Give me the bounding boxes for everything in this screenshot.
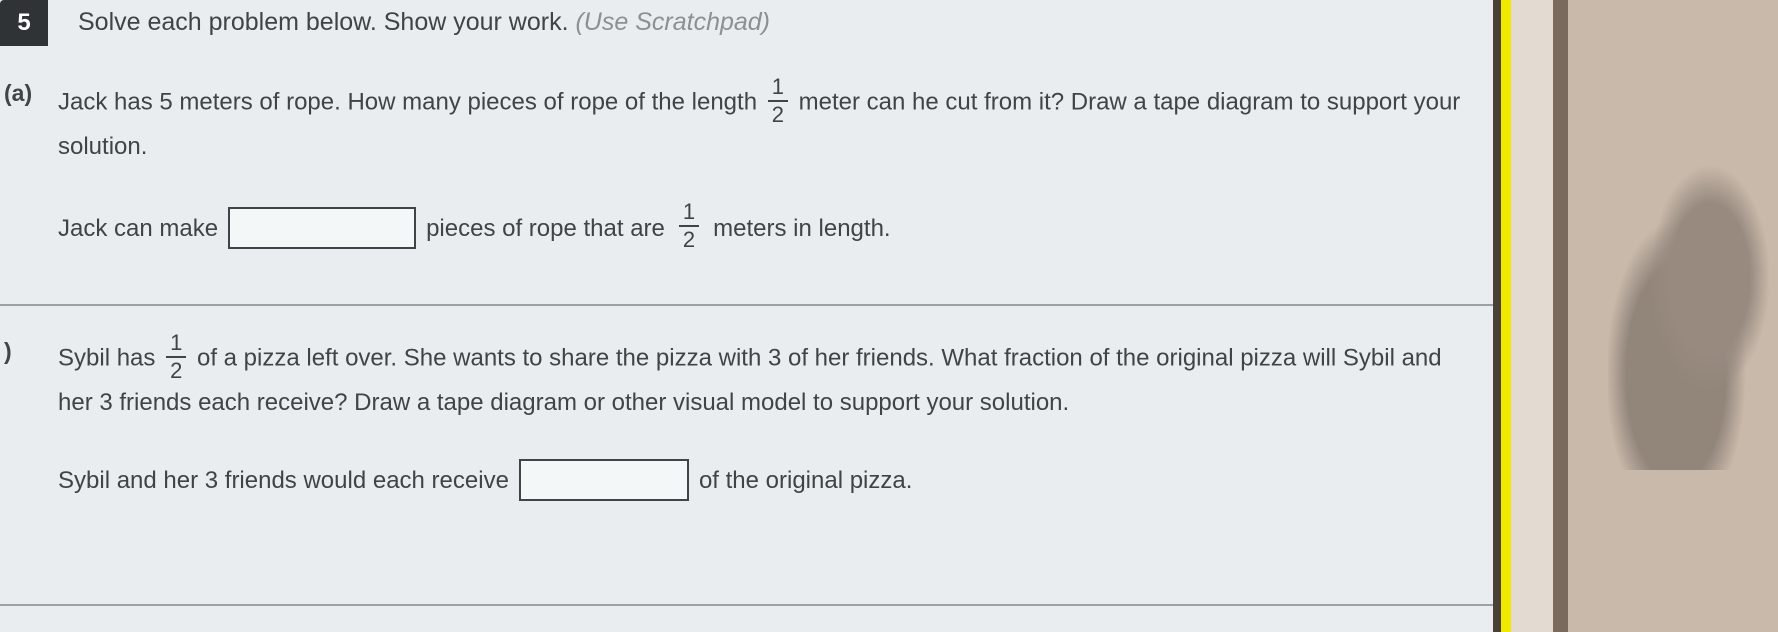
part-b-answer-box[interactable] bbox=[519, 459, 689, 501]
part-b-text-1: Sybil has bbox=[58, 344, 155, 371]
fraction-numerator: 1 bbox=[768, 76, 788, 102]
fraction-denominator: 2 bbox=[166, 358, 186, 382]
part-a-block: Jack has 5 meters of rope. How many piec… bbox=[58, 78, 1463, 253]
part-b-text-2: of a pizza left over. She wants to share… bbox=[58, 344, 1442, 416]
fraction-one-half: 1 2 bbox=[768, 76, 788, 126]
part-b-answer-row: Sybil and her 3 friends would each recei… bbox=[58, 459, 1463, 501]
part-a-text-1: Jack has 5 meters of rope. How many piec… bbox=[58, 88, 757, 115]
instruction: Solve each problem below. Show your work… bbox=[78, 8, 770, 37]
part-b-answer-pre: Sybil and her 3 friends would each recei… bbox=[58, 462, 509, 499]
part-a-question: Jack has 5 meters of rope. How many piec… bbox=[58, 78, 1463, 165]
fraction-numerator: 1 bbox=[166, 332, 186, 358]
part-a-label: (a) bbox=[4, 80, 32, 107]
part-b-question: Sybil has 1 2 of a pizza left over. She … bbox=[58, 334, 1463, 421]
part-a-answer-post: meters in length. bbox=[713, 210, 890, 247]
worksheet-page: 5 Solve each problem below. Show your wo… bbox=[0, 0, 1493, 632]
fraction-denominator: 2 bbox=[768, 102, 788, 126]
fraction-denominator: 2 bbox=[679, 227, 699, 251]
part-b-block: Sybil has 1 2 of a pizza left over. She … bbox=[58, 334, 1463, 501]
part-a-answer-mid: pieces of rope that are bbox=[426, 210, 665, 247]
question-number: 5 bbox=[17, 9, 30, 37]
divider-1 bbox=[0, 304, 1493, 306]
photo-edge-region bbox=[1493, 0, 1778, 632]
fraction-one-half: 1 2 bbox=[166, 332, 186, 382]
divider-2 bbox=[0, 604, 1493, 606]
part-a-answer-row: Jack can make pieces of rope that are 1 … bbox=[58, 203, 1463, 253]
part-a-answer-box[interactable] bbox=[228, 207, 416, 249]
instruction-main: Solve each problem below. Show your work… bbox=[78, 8, 569, 36]
part-b-label: ) bbox=[4, 338, 12, 365]
part-b-answer-post: of the original pizza. bbox=[699, 462, 912, 499]
question-number-badge: 5 bbox=[0, 0, 48, 46]
fraction-one-half: 1 2 bbox=[679, 201, 699, 251]
fraction-numerator: 1 bbox=[679, 201, 699, 227]
instruction-hint: (Use Scratchpad) bbox=[575, 8, 770, 36]
part-a-answer-pre: Jack can make bbox=[58, 210, 218, 247]
